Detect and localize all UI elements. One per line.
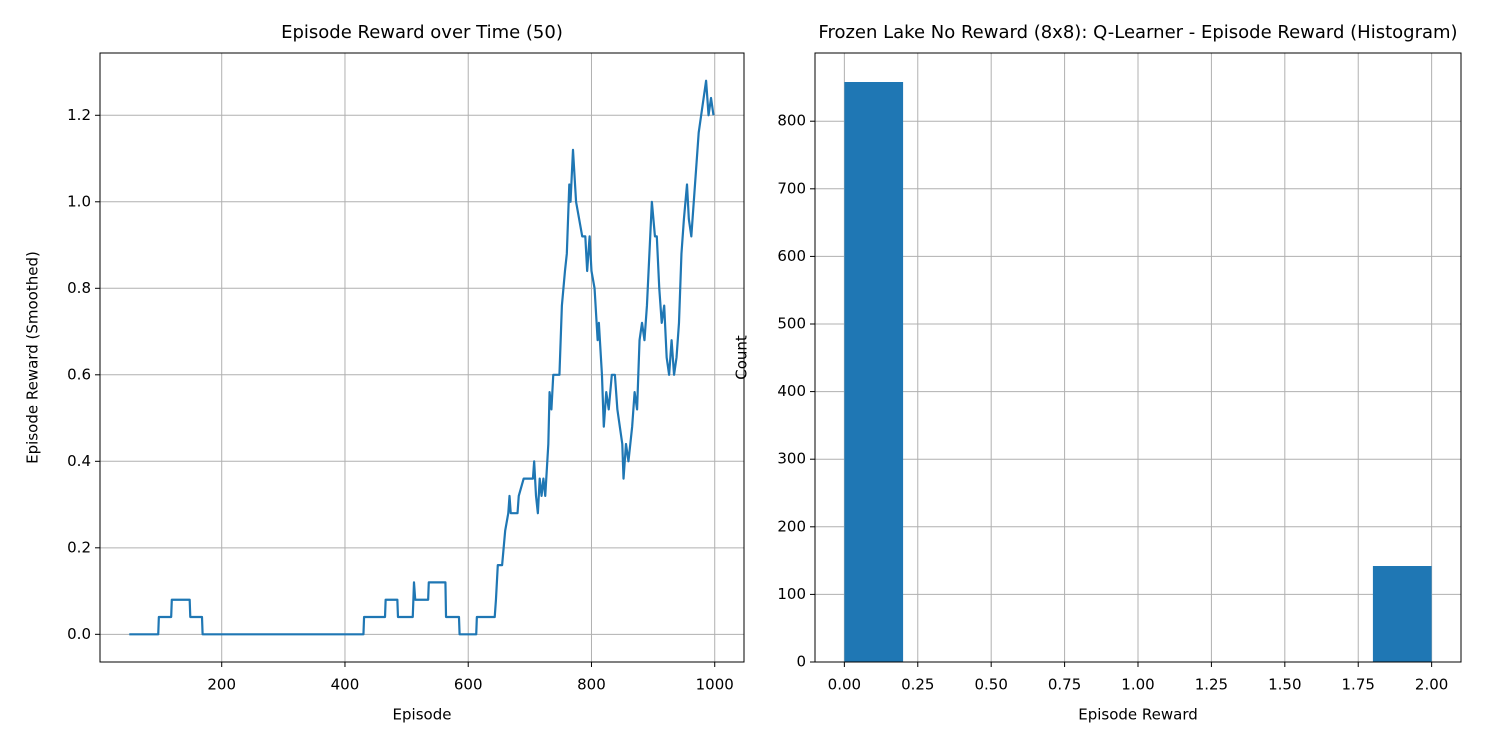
y-tick-label: 100 bbox=[777, 585, 806, 603]
y-tick-label: 300 bbox=[777, 450, 806, 468]
bar bbox=[1372, 566, 1432, 662]
chart-title: Episode Reward over Time (50) bbox=[281, 22, 563, 43]
y-tick-label: 0 bbox=[796, 653, 806, 671]
y-tick-label: 0.6 bbox=[67, 365, 91, 383]
x-tick-label: 600 bbox=[454, 676, 483, 694]
bar bbox=[844, 82, 904, 662]
y-tick-label: 200 bbox=[777, 517, 806, 535]
y-tick-label: 0.4 bbox=[67, 452, 91, 470]
x-tick-label: 400 bbox=[331, 676, 360, 694]
y-tick-label: 800 bbox=[777, 112, 806, 130]
x-axis-label: Episode Reward bbox=[1078, 706, 1198, 724]
y-tick-label: 0.0 bbox=[67, 625, 91, 643]
axes-frame bbox=[814, 52, 1462, 663]
x-tick-label: 0.50 bbox=[974, 676, 1007, 694]
x-axis-label: Episode bbox=[393, 706, 452, 724]
chart-title: Frozen Lake No Reward (8x8): Q-Learner -… bbox=[818, 22, 1457, 43]
line bbox=[129, 79, 715, 636]
x-tick-label: 800 bbox=[577, 676, 606, 694]
y-tick-label: 400 bbox=[777, 382, 806, 400]
axes-frame bbox=[99, 52, 745, 663]
x-tick-label: 1.00 bbox=[1121, 676, 1154, 694]
x-tick-label: 200 bbox=[207, 676, 236, 694]
y-tick-label: 500 bbox=[777, 315, 806, 333]
x-tick-label: 0.00 bbox=[828, 676, 861, 694]
x-tick-label: 1.25 bbox=[1195, 676, 1228, 694]
y-axis-label: Count bbox=[733, 335, 751, 380]
x-tick-label: 1.75 bbox=[1342, 676, 1375, 694]
x-tick-label: 1000 bbox=[696, 676, 734, 694]
y-tick-label: 0.8 bbox=[67, 279, 91, 297]
x-tick-label: 1.50 bbox=[1268, 676, 1301, 694]
y-tick-label: 700 bbox=[777, 179, 806, 197]
y-tick-label: 1.2 bbox=[67, 106, 91, 124]
x-tick-label: 0.75 bbox=[1048, 676, 1081, 694]
y-tick-label: 600 bbox=[777, 247, 806, 265]
y-tick-label: 1.0 bbox=[67, 192, 91, 210]
y-axis-label: Episode Reward (Smoothed) bbox=[24, 251, 42, 464]
y-tick-label: 0.2 bbox=[67, 538, 91, 556]
x-tick-label: 0.25 bbox=[901, 676, 934, 694]
x-tick-label: 2.00 bbox=[1415, 676, 1448, 694]
